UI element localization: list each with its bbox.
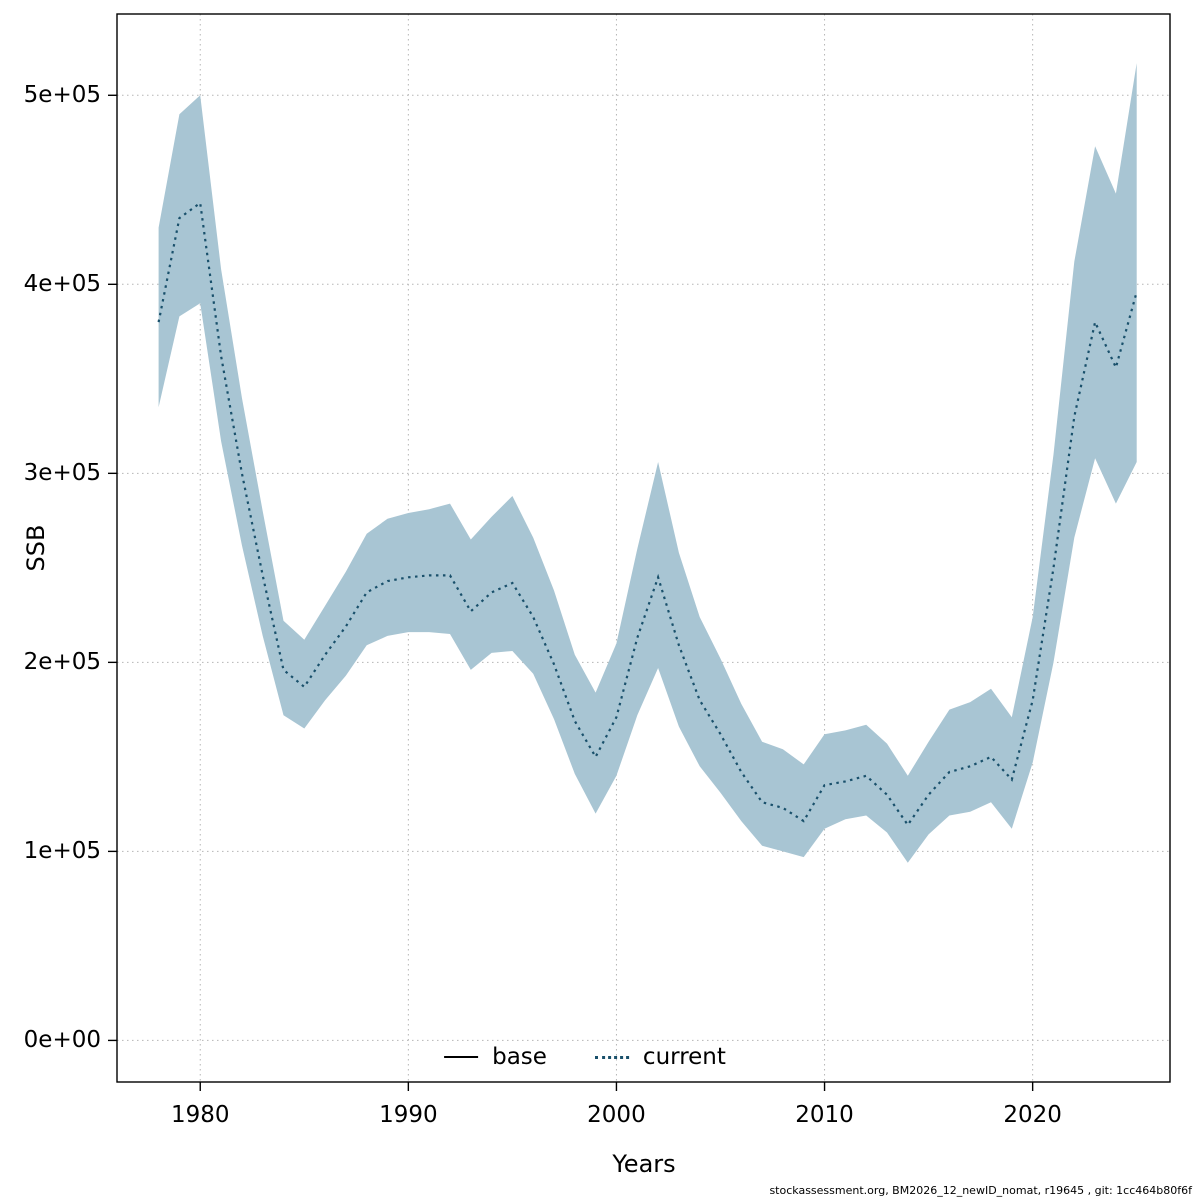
legend-line-base-icon [444,1056,479,1058]
legend-label-current: current [642,1044,726,1070]
confidence-band [158,63,1137,863]
x-tick-label: 2000 [587,1102,646,1128]
y-tick-label: 0e+00 [23,1027,101,1054]
y-tick-label: 4e+05 [23,271,101,298]
legend-label-base: base [492,1044,547,1070]
y-axis-title: SSB [22,524,50,572]
x-tick-label: 1990 [379,1102,438,1128]
legend-line-current-icon [594,1055,629,1059]
y-tick-label: 5e+05 [23,82,101,109]
y-tick-label: 2e+05 [23,649,101,676]
y-tick-label: 3e+05 [23,460,101,487]
current-series-line [157,201,1138,827]
legend: base current [444,1044,726,1070]
footer-note: stockassessment.org, BM2026_12_newID_nom… [769,1184,1192,1197]
x-tick-label: 1980 [170,1102,230,1128]
x-axis-title: Years [612,1150,676,1178]
x-tick-label: 2010 [795,1102,854,1128]
plot-border [116,13,1171,1083]
x-tick-label: 2020 [1003,1102,1062,1128]
y-tick-label: 1e+05 [23,838,101,865]
